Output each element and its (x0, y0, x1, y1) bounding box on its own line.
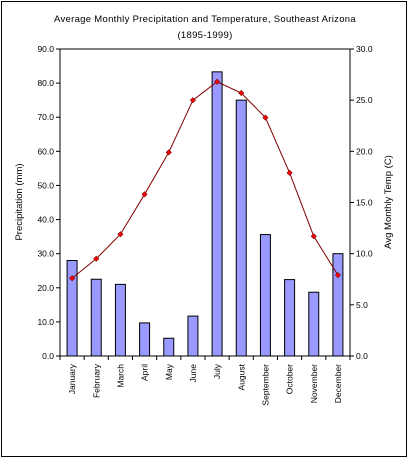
y-tick-label: 10.0 (37, 317, 54, 327)
bar-november (308, 291, 320, 357)
y2-tick-label: 25.0 (356, 95, 373, 105)
y-tick-label: 60.0 (37, 146, 54, 156)
bar-october (284, 279, 296, 357)
y2-tick-label: 5.0 (356, 300, 368, 310)
x-tick-label-may: May (164, 363, 174, 380)
temperature-line-layer (69, 78, 341, 282)
temperature-marker-january (69, 275, 76, 282)
chart-title: Average Monthly Precipitation and Temper… (54, 14, 356, 25)
temperature-marker-october (286, 169, 293, 176)
y2-tick-label: 0.0 (356, 351, 368, 361)
temperature-marker-march (117, 231, 124, 238)
y-tick-label: 40.0 (37, 215, 54, 225)
temperature-marker-december (334, 272, 341, 279)
temperature-marker-february (93, 255, 100, 262)
y-tick-label: 50.0 (37, 180, 54, 190)
bar-august (235, 99, 247, 357)
bar-december (332, 253, 344, 357)
y2-tick-label: 30.0 (356, 44, 373, 54)
bar-july (211, 71, 223, 357)
chart-subtitle: (1895-1999) (177, 30, 232, 41)
y-tick-label: 80.0 (37, 78, 54, 88)
temperature-marker-july (214, 78, 221, 85)
x-tick-label-october: October (285, 364, 295, 394)
x-tick-label-december: December (333, 364, 343, 403)
y-tick-label: 0.0 (42, 351, 54, 361)
y-axis-label: Precipitation (mm) (14, 163, 25, 240)
temperature-marker-may (165, 149, 172, 156)
x-tick-label-june: June (188, 364, 198, 383)
temperature-marker-june (189, 97, 196, 104)
x-tick-label-november: November (309, 364, 319, 403)
y-tick-label: 90.0 (37, 44, 54, 54)
plot-area (59, 48, 351, 357)
y-tick-label: 70.0 (37, 112, 54, 122)
y2-tick-label: 20.0 (356, 146, 373, 156)
x-tick-label-february: February (91, 363, 101, 398)
bar-may (163, 337, 175, 357)
y2-axis-label: Avg Monthly Temp (C) (383, 155, 394, 249)
bars-layer (66, 71, 344, 357)
y-tick-label: 30.0 (37, 249, 54, 259)
temperature-marker-april (141, 191, 148, 198)
temperature-line (71, 81, 339, 279)
x-tick-label-august: August (236, 363, 246, 390)
bar-september (259, 234, 271, 357)
bar-june (187, 315, 199, 357)
axes-layer: 0.0 10.0 20.0 30.0 40.0 50.0 60.0 70.0 80.0 90.0 0… (37, 44, 372, 406)
bar-april (139, 322, 151, 357)
temperature-marker-november (310, 233, 317, 240)
y2-tick-label: 10.0 (356, 249, 373, 259)
x-tick-label-september: September (260, 364, 270, 406)
y-tick-label: 20.0 (37, 283, 54, 293)
x-tick-label-march: March (115, 364, 125, 388)
temperature-marker-september (262, 114, 269, 121)
bar-february (90, 278, 102, 357)
x-tick-label-april: April (140, 364, 150, 381)
bar-march (114, 283, 126, 357)
temperature-marker-august (238, 89, 245, 97)
y2-tick-label: 15.0 (356, 198, 373, 208)
bar-january (66, 259, 78, 357)
x-tick-label-july: July (212, 363, 222, 379)
x-tick-label-january: January (67, 363, 77, 394)
